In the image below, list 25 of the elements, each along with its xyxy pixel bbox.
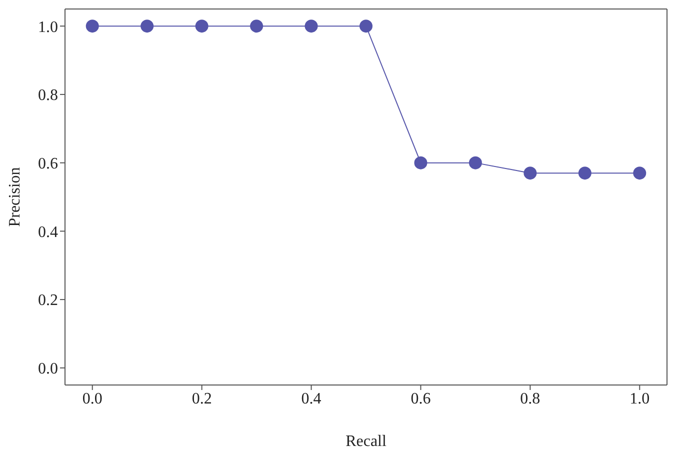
point <box>140 20 154 33</box>
x-tick-label: 1.0 <box>630 390 650 408</box>
x-tick-label: 0.4 <box>301 390 322 408</box>
point <box>250 20 264 33</box>
point <box>524 166 537 180</box>
y-tick-label: 0.8 <box>38 87 58 104</box>
point <box>304 20 318 33</box>
x-tick-label: 0.6 <box>410 390 431 408</box>
y-tick-label: 0.6 <box>38 156 58 172</box>
x-tick-label: 0.2 <box>192 390 212 408</box>
point <box>195 20 208 33</box>
point <box>633 166 646 180</box>
y-tick-label: 1.0 <box>38 18 58 36</box>
x-axis-title: Recall <box>346 433 387 450</box>
x-tick-label: 0.0 <box>82 390 102 408</box>
y-tick-label: 0.0 <box>38 360 58 378</box>
point <box>360 20 372 33</box>
point <box>468 156 482 170</box>
y-axis-title: Precision <box>6 167 24 227</box>
x-tick-label: 0.8 <box>520 390 540 408</box>
point <box>86 20 99 33</box>
y-tick-label: 0.4 <box>38 224 58 241</box>
point <box>414 156 428 170</box>
y-tick-label: 0.2 <box>38 292 58 310</box>
point <box>578 166 592 180</box>
